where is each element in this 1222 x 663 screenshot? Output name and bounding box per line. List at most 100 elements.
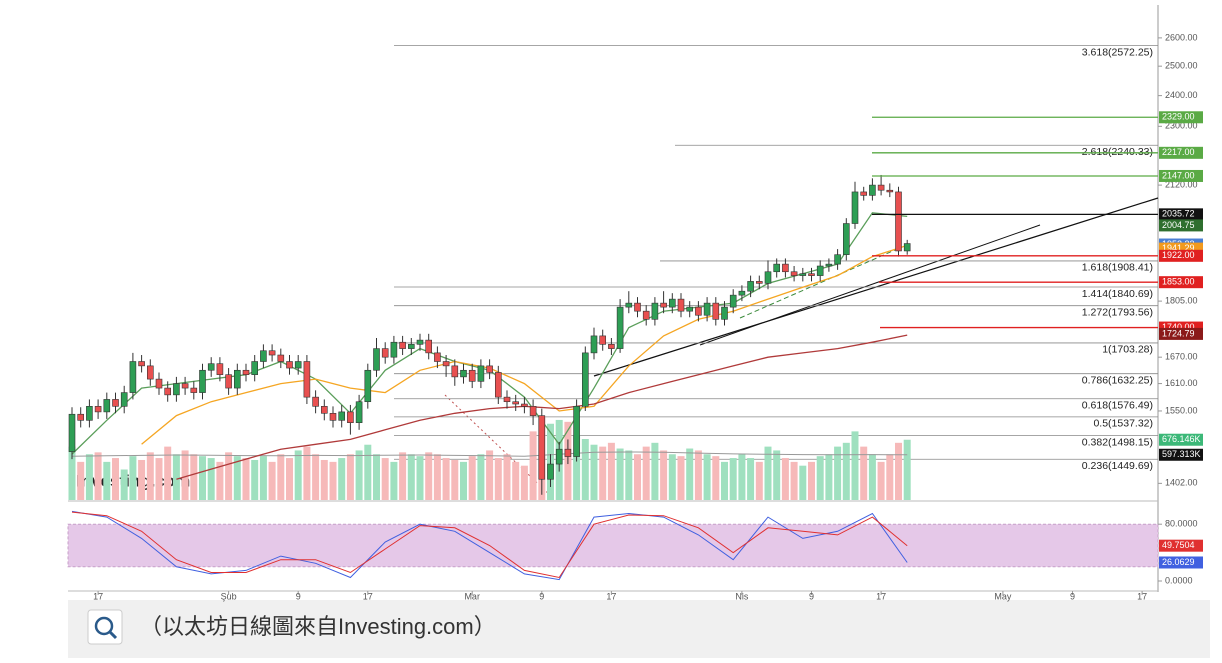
candle-body bbox=[416, 339, 424, 345]
volume-bar bbox=[77, 461, 85, 500]
y-tick-label: 1610.00 bbox=[1165, 378, 1198, 388]
candle-body bbox=[112, 399, 119, 407]
candle-body bbox=[625, 302, 633, 308]
volume-bar bbox=[286, 458, 293, 500]
candle-body bbox=[660, 302, 667, 308]
candle-body bbox=[616, 306, 624, 349]
candle-body bbox=[364, 369, 372, 403]
volume-bar bbox=[747, 458, 755, 500]
volume-bar bbox=[94, 452, 102, 500]
x-tick-label: 17 bbox=[606, 591, 616, 601]
candle-body bbox=[903, 243, 911, 252]
oscillator-line bbox=[71, 510, 908, 581]
volume-bar bbox=[520, 465, 528, 500]
volume-bar bbox=[816, 456, 824, 500]
fib-label: 0.382(1498.15) bbox=[1082, 436, 1153, 448]
candle-body bbox=[642, 310, 650, 320]
volume-bar bbox=[242, 458, 250, 500]
volume-bar bbox=[581, 439, 589, 500]
y-tick-label: 2400.00 bbox=[1165, 90, 1198, 100]
candle-body bbox=[677, 298, 685, 312]
y-tick-label: 1670.00 bbox=[1165, 352, 1198, 362]
oscillator-line bbox=[71, 511, 908, 579]
x-tick-label: Nis bbox=[735, 591, 748, 601]
volume-bar bbox=[677, 456, 685, 500]
price-tag-label: 597.313K bbox=[1162, 449, 1201, 459]
fib-label: 2.618(2240.33) bbox=[1082, 146, 1153, 158]
candle-body bbox=[399, 341, 406, 349]
x-tick-label: 9 bbox=[1070, 591, 1075, 601]
volume-bar bbox=[903, 439, 911, 500]
volume-bar bbox=[494, 458, 502, 500]
fib-label: 0.618(1576.49) bbox=[1082, 400, 1153, 412]
volume-bar bbox=[181, 450, 189, 500]
candle-body bbox=[251, 361, 258, 375]
oscillator-band bbox=[67, 523, 1159, 568]
volume-bar bbox=[251, 459, 259, 500]
candle-body bbox=[381, 348, 389, 358]
volume-bar bbox=[442, 458, 450, 500]
candle-body bbox=[277, 354, 285, 362]
price-tag bbox=[1159, 433, 1203, 446]
volume-bar bbox=[590, 444, 598, 500]
candle-body bbox=[634, 302, 641, 312]
fib-label: 1.618(1908.41) bbox=[1082, 262, 1153, 274]
volume-bar bbox=[277, 454, 285, 500]
candle-body bbox=[268, 350, 276, 356]
volume-bar bbox=[68, 446, 76, 500]
volume-bar bbox=[703, 454, 711, 500]
candle-body bbox=[547, 463, 554, 480]
candle-body bbox=[234, 369, 241, 389]
volume-bar bbox=[686, 448, 694, 500]
volume-bar bbox=[781, 458, 789, 500]
candle-body bbox=[477, 365, 485, 382]
candle-body bbox=[747, 281, 754, 292]
price-tag bbox=[1159, 169, 1203, 182]
candle-body bbox=[494, 372, 502, 398]
price-tag-label: 2035.72 bbox=[1162, 209, 1195, 219]
volume-bar bbox=[451, 459, 459, 500]
candle-body bbox=[199, 369, 206, 393]
volume-bar bbox=[668, 454, 676, 500]
x-tick-label: 9 bbox=[539, 591, 544, 601]
candle-body bbox=[94, 406, 102, 413]
candle-body bbox=[329, 412, 337, 421]
volume-bar bbox=[390, 461, 398, 500]
volume-bar bbox=[407, 454, 415, 500]
caption: （以太坊日線圖來自Investing.com） bbox=[140, 614, 496, 639]
volume-bar bbox=[868, 454, 876, 500]
candle-body bbox=[581, 352, 589, 407]
volume-bar bbox=[164, 446, 172, 500]
price-tag bbox=[1159, 327, 1203, 340]
volume-bar bbox=[851, 431, 859, 500]
volume-bar bbox=[773, 450, 781, 500]
candle-body bbox=[712, 302, 720, 320]
x-tick-label: 17 bbox=[1137, 591, 1147, 601]
candle-body bbox=[347, 411, 354, 423]
price-tag-label: 1941.29 bbox=[1162, 243, 1195, 253]
candle-body bbox=[755, 281, 763, 284]
volume-bar bbox=[825, 454, 833, 500]
volume-bar bbox=[607, 442, 615, 500]
candle-body bbox=[538, 415, 546, 480]
candle-body bbox=[147, 365, 154, 380]
candle-body bbox=[173, 383, 180, 396]
candle-body bbox=[703, 302, 711, 316]
candle-body bbox=[816, 265, 824, 276]
fib-label: 0.786(1632.25) bbox=[1082, 374, 1153, 386]
y-tick-label: 1550.00 bbox=[1165, 405, 1198, 415]
x-tick-label: 9 bbox=[296, 591, 301, 601]
candle-body bbox=[808, 273, 815, 276]
price-tag bbox=[1159, 448, 1203, 461]
candle-body bbox=[468, 369, 476, 382]
price-tag-label: 676.146K bbox=[1162, 434, 1201, 444]
candle-body bbox=[390, 341, 398, 358]
zoom-button[interactable] bbox=[87, 609, 123, 645]
x-tick-label: 17 bbox=[876, 591, 886, 601]
volume-bar bbox=[799, 465, 807, 500]
price-tag-label: 2329.00 bbox=[1162, 112, 1195, 122]
volume-bar bbox=[834, 446, 842, 500]
candle-body bbox=[521, 403, 528, 407]
price-tag bbox=[1159, 146, 1203, 159]
candle-body bbox=[338, 411, 346, 421]
